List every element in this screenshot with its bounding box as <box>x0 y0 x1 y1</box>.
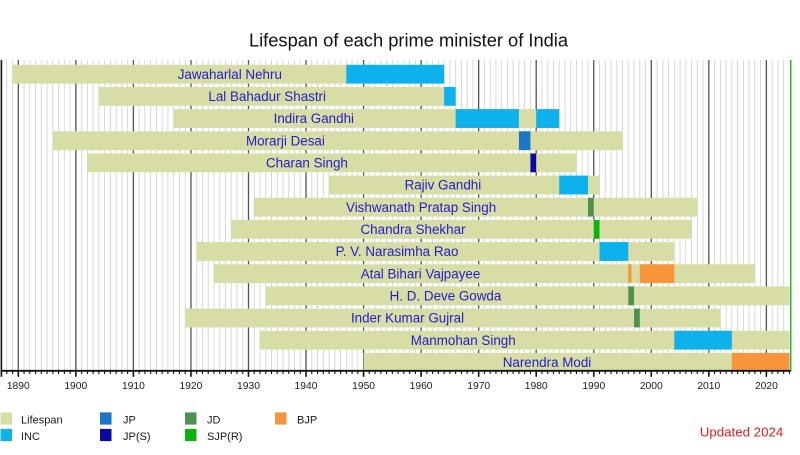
svg-text:1960: 1960 <box>410 381 433 392</box>
svg-text:BJP: BJP <box>297 415 317 427</box>
svg-text:INC: INC <box>21 431 40 443</box>
svg-text:Morarji Desai: Morarji Desai <box>246 133 325 148</box>
svg-text:JD: JD <box>207 415 221 427</box>
svg-text:Indira Gandhi: Indira Gandhi <box>274 111 354 126</box>
svg-text:SJP(R): SJP(R) <box>207 431 242 443</box>
svg-text:Updated 2024: Updated 2024 <box>700 424 784 439</box>
svg-text:2000: 2000 <box>640 381 663 392</box>
svg-text:Lifespan: Lifespan <box>21 415 63 427</box>
svg-text:Rajiv Gandhi: Rajiv Gandhi <box>405 178 482 193</box>
svg-text:Chandra Shekhar: Chandra Shekhar <box>361 222 467 237</box>
svg-text:P. V. Narasimha Rao: P. V. Narasimha Rao <box>336 244 459 259</box>
svg-text:Jawaharlal Nehru: Jawaharlal Nehru <box>178 67 282 82</box>
svg-text:1920: 1920 <box>179 381 202 392</box>
svg-text:Manmohan Singh: Manmohan Singh <box>411 333 516 348</box>
svg-text:Lal Bahadur Shastri: Lal Bahadur Shastri <box>208 89 326 104</box>
svg-text:1970: 1970 <box>467 381 490 392</box>
svg-text:1890: 1890 <box>7 381 30 392</box>
svg-text:Charan Singh: Charan Singh <box>266 156 348 171</box>
svg-text:1950: 1950 <box>352 381 375 392</box>
svg-text:1930: 1930 <box>237 381 260 392</box>
svg-text:1910: 1910 <box>122 381 145 392</box>
svg-text:2010: 2010 <box>697 381 720 392</box>
svg-text:Vishwanath Pratap Singh: Vishwanath Pratap Singh <box>346 200 496 215</box>
svg-text:1940: 1940 <box>295 381 318 392</box>
svg-text:2020: 2020 <box>755 381 778 392</box>
svg-text:Narendra Modi: Narendra Modi <box>503 355 592 370</box>
svg-text:1980: 1980 <box>525 381 548 392</box>
svg-text:1900: 1900 <box>64 381 87 392</box>
svg-text:Lifespan of each prime ministe: Lifespan of each prime minister of India <box>249 29 569 50</box>
svg-text:Atal Bihari Vajpayee: Atal Bihari Vajpayee <box>361 266 481 281</box>
svg-text:JP: JP <box>123 415 136 427</box>
svg-text:H. D. Deve Gowda: H. D. Deve Gowda <box>390 288 502 303</box>
svg-text:JP(S): JP(S) <box>123 431 151 443</box>
svg-text:Inder Kumar Gujral: Inder Kumar Gujral <box>351 311 464 326</box>
svg-text:1990: 1990 <box>582 381 605 392</box>
